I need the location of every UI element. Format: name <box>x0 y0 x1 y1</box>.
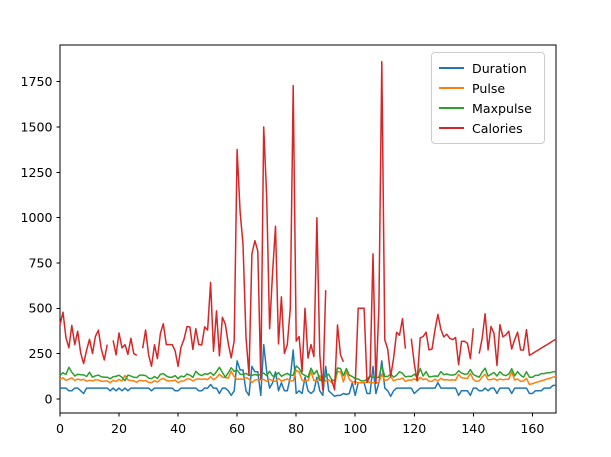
y-tick-label: 1500 <box>20 119 52 134</box>
legend-label-calories: Calories <box>472 120 523 136</box>
y-tick-label: 1250 <box>20 165 52 180</box>
legend-label-maxpulse: Maxpulse <box>472 100 532 116</box>
y-tick-label: 500 <box>28 301 52 316</box>
legend-item-pulse: Pulse <box>439 78 537 98</box>
y-tick-label: 1750 <box>20 74 52 89</box>
x-tick-label: 40 <box>170 421 186 436</box>
legend-item-calories: Calories <box>439 118 537 138</box>
series-line-calories <box>59 60 557 391</box>
x-tick-label: 160 <box>520 421 544 436</box>
legend: Duration Pulse Maxpulse Calories <box>431 52 545 144</box>
axes-frame <box>59 44 557 414</box>
legend-label-duration: Duration <box>472 60 527 76</box>
x-tick-label: 120 <box>402 421 426 436</box>
legend-line-sample-duration <box>439 67 464 69</box>
legend-line-sample-pulse <box>439 87 464 89</box>
y-tick-label: 750 <box>28 255 52 270</box>
x-tick-label: 20 <box>111 421 127 436</box>
x-tick-label: 60 <box>229 421 245 436</box>
x-tick-label: 100 <box>343 421 367 436</box>
series-line-duration <box>60 343 556 398</box>
legend-item-duration: Duration <box>439 58 537 78</box>
y-tick-label: 0 <box>44 391 52 406</box>
x-tick-label: 140 <box>461 421 485 436</box>
legend-label-pulse: Pulse <box>472 80 506 96</box>
legend-line-sample-calories <box>439 127 464 129</box>
x-tick-label: 0 <box>56 421 64 436</box>
y-tick-label: 250 <box>28 346 52 361</box>
y-tick-label: 1000 <box>20 210 52 225</box>
x-tick-label: 80 <box>288 421 304 436</box>
legend-item-maxpulse: Maxpulse <box>439 98 537 118</box>
legend-line-sample-maxpulse <box>439 107 464 109</box>
series-line-maxpulse <box>59 364 556 382</box>
series-line-pulse <box>59 369 557 386</box>
